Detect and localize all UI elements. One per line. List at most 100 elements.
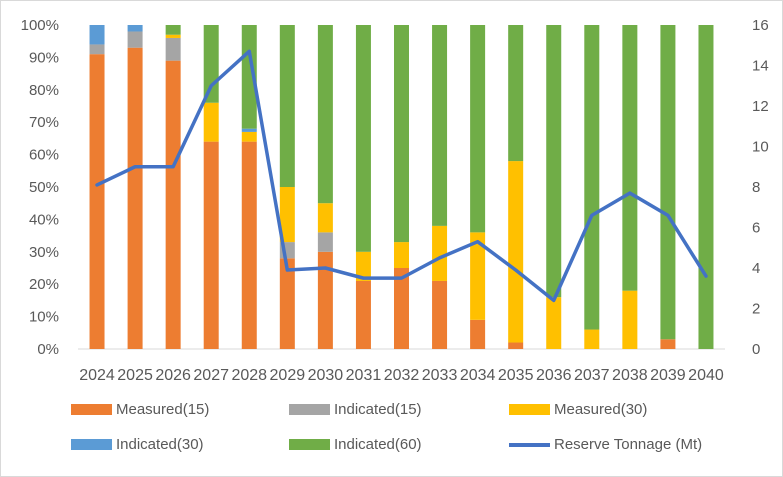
reserve-tonnage-line [95, 49, 708, 303]
x-tick-label: 2035 [498, 367, 534, 384]
bar-segment [584, 329, 600, 349]
legend-item: Measured(30) [509, 401, 647, 418]
legend-swatch [289, 439, 330, 450]
bar-segment [508, 161, 524, 343]
bar-segment [241, 131, 257, 142]
bar-segment [203, 25, 219, 103]
bar-segment [546, 25, 562, 298]
bar-segment [394, 25, 409, 243]
legend-item: Indicated(60) [289, 436, 422, 453]
x-tick-label: 2031 [346, 367, 382, 384]
bar-segment [432, 280, 448, 349]
bar-segment [432, 25, 448, 226]
y-left-tick-label: 20% [29, 276, 59, 293]
y-right-tick-label: 6 [752, 220, 760, 237]
bar-segment [279, 187, 295, 243]
bar-segment [508, 25, 524, 162]
bar-segment [203, 141, 219, 349]
bar-segment [470, 25, 486, 233]
bar-segment [546, 297, 562, 349]
bar-segment [622, 25, 638, 291]
y-right-tick-label: 4 [752, 260, 760, 277]
x-tick-label: 2027 [193, 367, 229, 384]
legend-item: Indicated(15) [289, 401, 422, 418]
bar-segment [622, 290, 638, 349]
y-right-tick-label: 12 [752, 98, 769, 115]
y-right-tick-label: 0 [752, 341, 760, 358]
bar-segment [508, 342, 524, 349]
x-tick-label: 2030 [308, 367, 344, 384]
legend-item: Measured(15) [71, 401, 209, 418]
bar-segment [660, 25, 676, 340]
y-left-tick-label: 60% [29, 147, 59, 164]
bar-segment [89, 25, 105, 45]
y-left-tick-label: 30% [29, 244, 59, 261]
legend-item: Reserve Tonnage (Mt) [509, 436, 702, 453]
bar-segment [584, 25, 600, 330]
legend-label: Measured(15) [116, 401, 210, 418]
legend-label: Indicated(30) [116, 436, 204, 453]
bar-segment [355, 25, 371, 252]
x-tick-label: 2038 [612, 367, 648, 384]
y-right-tick-label: 16 [752, 17, 769, 34]
bar-segment [279, 258, 295, 349]
bar-segment [394, 242, 409, 268]
y-left-tick-label: 0% [37, 341, 59, 358]
bar-segment [355, 280, 371, 349]
x-tick-label: 2039 [650, 367, 686, 384]
x-tick-label: 2033 [422, 367, 458, 384]
bar-segment [127, 25, 143, 32]
bar-segment [470, 319, 486, 349]
legend-item: Indicated(30) [71, 436, 204, 453]
y-right-tick-label: 14 [752, 58, 769, 75]
chart-legend: Measured(15) Indicated(15) Measured(30) Ind… [71, 401, 771, 471]
x-tick-label: 2029 [270, 367, 306, 384]
y-right-tick-label: 8 [752, 179, 760, 196]
y-left-tick-label: 10% [29, 309, 59, 326]
y-left-tick-label: 50% [29, 179, 59, 196]
y-left-tick-label: 80% [29, 82, 59, 99]
bar-segment [241, 25, 257, 129]
x-tick-label: 2037 [574, 367, 610, 384]
bar-segment [317, 25, 333, 204]
y-left-tick-label: 70% [29, 114, 59, 131]
x-tick-label: 2034 [460, 367, 496, 384]
bar-segment [165, 60, 181, 349]
bar-segment [355, 251, 371, 281]
legend-swatch [71, 404, 112, 415]
legend-swatch [509, 442, 550, 447]
bar-segment [89, 54, 105, 349]
bar-segment [127, 47, 143, 350]
y-left-tick-label: 100% [21, 17, 59, 34]
bar-segment [394, 268, 409, 349]
bar-segment [241, 141, 257, 349]
bar-segment [279, 25, 295, 187]
y-right-tick-label: 10 [752, 139, 769, 156]
legend-label: Reserve Tonnage (Mt) [554, 436, 703, 453]
bar-segment [89, 44, 105, 55]
x-tick-label: 2024 [79, 367, 115, 384]
y-left-tick-label: 90% [29, 49, 59, 66]
bar-segment [660, 339, 676, 349]
x-tick-label: 2036 [536, 367, 572, 384]
y-right-tick-label: 2 [752, 301, 760, 318]
chart-plot: 0% 10% 20% 30% 40% 50% 60% 70% 80% 90% 100% 0 2 4 6 8 10… [21, 17, 769, 384]
bar-segment [241, 128, 257, 132]
y-left-tick-label: 40% [29, 211, 59, 228]
bar-segment [470, 232, 486, 320]
x-tick-label: 2026 [155, 367, 191, 384]
bar-segment [127, 31, 143, 48]
legend-swatch [71, 439, 112, 450]
legend-label: Measured(30) [554, 401, 648, 418]
bar-segment [165, 34, 181, 38]
bar-segment [165, 37, 181, 61]
legend-swatch [509, 404, 550, 415]
bar-segment [317, 203, 333, 233]
x-tick-label: 2028 [231, 367, 267, 384]
x-tick-label: 2040 [688, 367, 724, 384]
bar-segment [317, 232, 333, 252]
legend-swatch [289, 404, 330, 415]
legend-label: Indicated(15) [334, 401, 422, 418]
legend-label: Indicated(60) [334, 436, 422, 453]
